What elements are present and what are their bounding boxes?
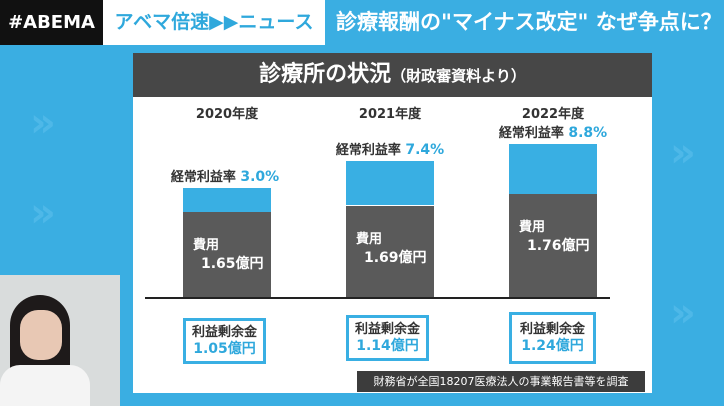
rate-value: 3.0% (240, 169, 280, 186)
surplus-caption: 利益剰余金 (355, 322, 421, 337)
surplus-caption: 利益剰余金 (192, 325, 258, 340)
panel-title: 診療所の状況（財政審資料より） (133, 53, 652, 97)
profit-bar-segment (509, 143, 597, 194)
presenter-body (0, 365, 90, 406)
cost-value: 1.69億円 (364, 249, 427, 266)
surplus-caption: 利益剰余金 (520, 322, 586, 337)
profit-rate-label: 経常利益率 7.4% (310, 139, 470, 158)
presenter-video-inset (0, 275, 120, 406)
surplus-box: 利益剰余金 1.24億円 (509, 312, 597, 364)
panel-subtitle: （財政審資料より） (391, 67, 526, 85)
rate-value: 7.4% (405, 142, 445, 159)
cost-caption: 費用 (519, 220, 546, 236)
cost-value: 1.76億円 (527, 238, 590, 255)
profit-bar-segment (183, 188, 271, 213)
baseline (145, 297, 610, 299)
surplus-value: 1.24億円 (521, 338, 584, 354)
year-label: 2021年度 (358, 107, 422, 122)
presenter-face (20, 310, 62, 360)
surplus-box: 利益剰余金 1.14億円 (346, 315, 430, 361)
headline: 診療報酬の"マイナス改定" なぜ争点に？ (336, 10, 722, 34)
surplus-value: 1.05億円 (193, 341, 256, 357)
profit-rate-label: 経常利益率 3.0% (145, 166, 305, 185)
surplus-value: 1.14億円 (356, 338, 419, 354)
surplus-box: 利益剰余金 1.05億円 (183, 318, 267, 364)
abema-logo: #ABEMA (0, 0, 103, 45)
chevron-decoration-icon: » (670, 130, 696, 176)
program-title: アベマ倍速▶▶ニュース (103, 0, 325, 45)
chevron-decoration-icon: » (670, 290, 696, 336)
rate-value: 8.8% (568, 124, 608, 141)
cost-value: 1.65億円 (201, 256, 264, 273)
chevron-decoration-icon: » (30, 100, 56, 146)
panel-title-text: 診療所の状況 (259, 62, 392, 87)
year-label: 2020年度 (195, 107, 259, 122)
cost-bar-segment: 費用 1.65億円 (183, 212, 271, 298)
cost-caption: 費用 (193, 238, 220, 254)
source-note: 財務省が全国18207医療法人の事業報告書等を調査 (357, 371, 645, 392)
cost-caption: 費用 (356, 231, 383, 247)
chevron-decoration-icon: » (30, 190, 56, 236)
cost-bar-segment: 費用 1.76億円 (509, 194, 597, 298)
rate-caption: 経常利益率 (170, 170, 236, 186)
profit-bar-segment (346, 161, 434, 206)
rate-caption: 経常利益率 (498, 125, 564, 141)
cost-bar-segment: 費用 1.69億円 (346, 205, 434, 298)
year-label: 2022年度 (521, 107, 585, 122)
rate-caption: 経常利益率 (335, 143, 401, 159)
profit-rate-label: 経常利益率 8.8% (473, 122, 633, 141)
